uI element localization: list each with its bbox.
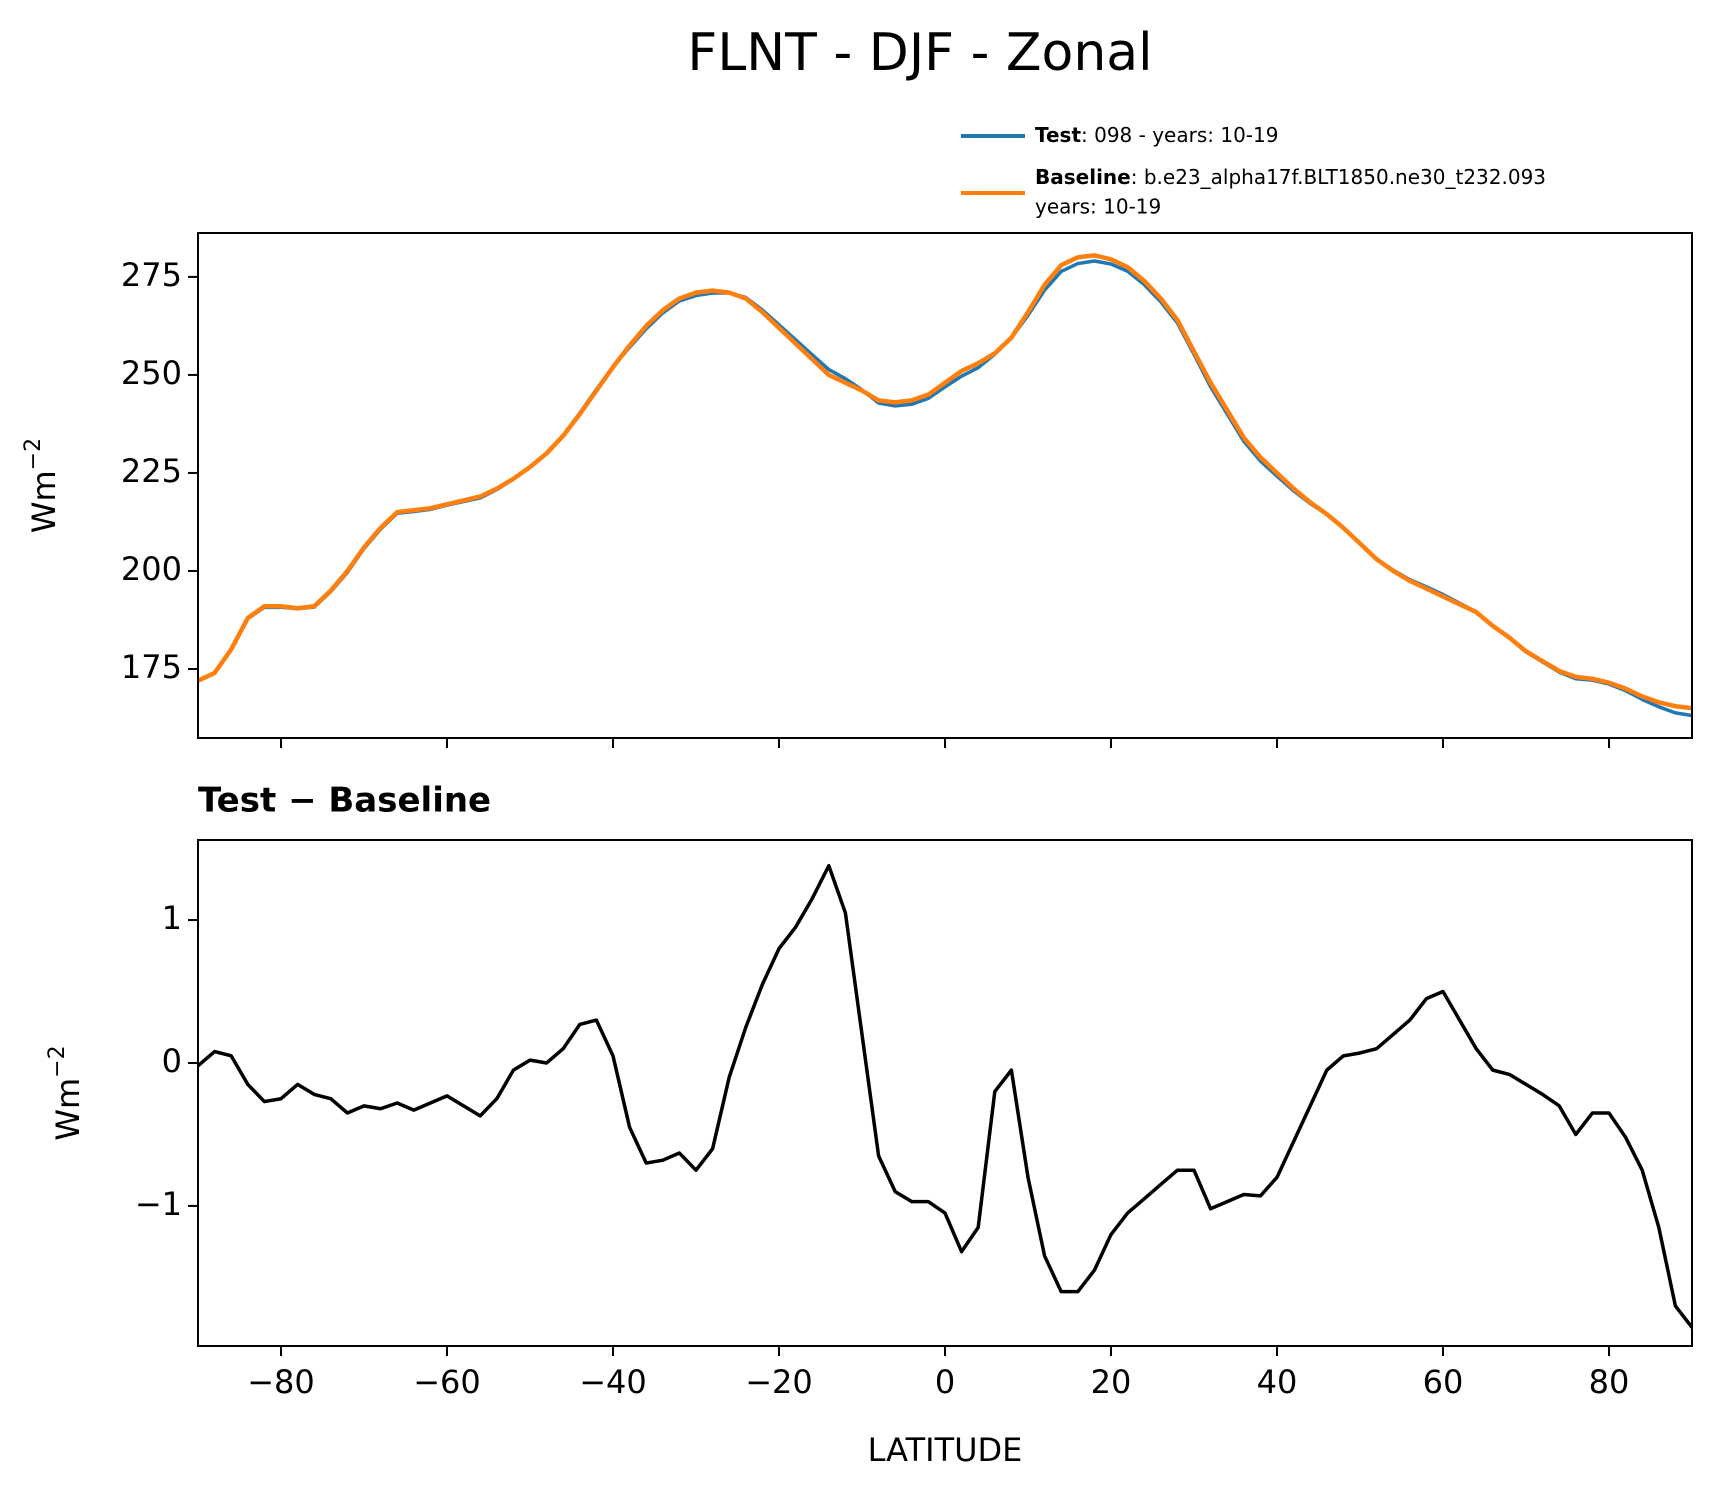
- subplot-title: Test − Baseline: [198, 781, 491, 821]
- x-tick-label: −20: [745, 1363, 813, 1401]
- x-tick-label: −80: [247, 1363, 315, 1401]
- y-label-base: Wm: [49, 1078, 87, 1141]
- axes-frame: [197, 232, 1693, 739]
- y-label-exponent: −2: [21, 438, 46, 470]
- legend-label: Test: 098 - years: 10-19: [1035, 123, 1278, 147]
- y-tick-label: −1: [135, 1185, 182, 1223]
- y-tick-label: 200: [121, 550, 182, 588]
- x-tick-label: 20: [1091, 1363, 1132, 1401]
- x-axis-label: LATITUDE: [868, 1431, 1023, 1469]
- legend-name: Test: [1035, 123, 1081, 147]
- x-tick-label: −60: [413, 1363, 481, 1401]
- y-tick-label: 175: [121, 648, 182, 686]
- legend-label: Baseline: b.e23_alpha17f.BLT1850.ne30_t2…: [1035, 165, 1546, 189]
- data-line: [198, 863, 1692, 1329]
- y-axis-label: Wm−2: [21, 438, 63, 533]
- y-tick-label: 225: [121, 452, 182, 490]
- x-tick-label: 60: [1423, 1363, 1464, 1401]
- data-line: [198, 259, 1692, 718]
- y-label-exponent: −2: [45, 1045, 70, 1077]
- x-tick-label: 40: [1257, 1363, 1298, 1401]
- x-tick-label: −40: [579, 1363, 647, 1401]
- y-tick-label: 0: [162, 1042, 182, 1080]
- y-tick-label: 250: [121, 354, 182, 392]
- data-line: [198, 253, 1692, 711]
- legend-detail: : b.e23_alpha17f.BLT1850.ne30_t232.093: [1131, 165, 1546, 189]
- x-tick-label: 0: [935, 1363, 955, 1401]
- x-tick-label: 80: [1589, 1363, 1630, 1401]
- y-tick-label: 275: [121, 256, 182, 294]
- axes-frame: [197, 839, 1693, 1347]
- y-label-base: Wm: [25, 470, 63, 533]
- legend-name: Baseline: [1035, 165, 1131, 189]
- y-tick-label: 1: [162, 899, 182, 937]
- figure-title: FLNT - DJF - Zonal: [687, 23, 1152, 83]
- legend-detail: : 098 - years: 10-19: [1081, 123, 1278, 147]
- y-axis-label: Wm−2: [45, 1045, 87, 1140]
- legend-label-line: years: 10-19: [1035, 195, 1161, 219]
